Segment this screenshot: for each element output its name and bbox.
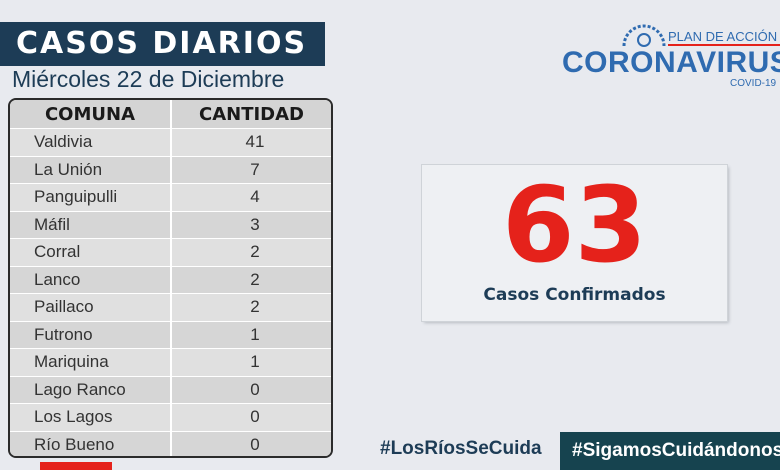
comuna: Paillaco — [34, 297, 94, 316]
header-divider — [170, 100, 172, 128]
row-divider — [170, 404, 172, 431]
row-divider — [170, 321, 172, 348]
comuna: Máfil — [34, 214, 70, 234]
comuna: La Unión — [34, 159, 103, 179]
comuna: Corral — [34, 242, 81, 261]
row-divider — [170, 349, 172, 376]
row-divider — [170, 156, 172, 183]
table-row: Valdivia 41 — [10, 128, 331, 156]
comuna: Lanco — [34, 269, 81, 289]
table-row: Los Lagos 0 — [10, 403, 331, 431]
logo-name: CORONAVIRUS — [562, 46, 780, 79]
cantidad: 1 — [250, 324, 260, 344]
row-divider — [170, 211, 172, 238]
table: COMUNA CANTIDAD Valdivia 41 La Unión 7 Pangu… — [8, 98, 333, 458]
subtitle: Miércoles 22 de Diciembre — [12, 66, 285, 92]
logo-icon — [622, 24, 666, 47]
cantidad: 3 — [250, 214, 260, 234]
row-divider — [170, 239, 172, 266]
table-row: Lanco 2 — [10, 265, 331, 293]
logo-line — [668, 44, 780, 46]
total-cases: 63 — [502, 164, 647, 286]
comuna: Lago Ranco — [34, 379, 126, 399]
comuna: Los Lagos — [34, 407, 113, 426]
row-divider — [170, 184, 172, 211]
comuna: Panguipulli — [34, 187, 118, 206]
row-divider — [170, 431, 172, 456]
cantidad: 0 — [250, 434, 260, 454]
table-row: Máfil 3 — [10, 210, 331, 238]
cantidad: 41 — [245, 132, 265, 151]
hashtag-banner: #SigamosCuidándonos — [560, 432, 780, 470]
cantidad: 2 — [250, 297, 260, 316]
comuna: Valdivia — [34, 132, 93, 151]
table-row: Paillaco 2 — [10, 293, 331, 321]
column-header: COMUNA — [10, 100, 170, 128]
cantidad: 1 — [250, 352, 260, 371]
table-row: Lago Ranco 0 — [10, 375, 331, 403]
accent-bar — [40, 462, 112, 470]
logo-sub: COVID-19 — [730, 78, 777, 89]
summary-box: 63 Casos Confirmados — [422, 165, 727, 321]
table-row: Panguipulli 4 — [10, 183, 331, 211]
cantidad: 2 — [250, 242, 260, 261]
comuna: Futrono — [34, 324, 93, 344]
hashtag: #LosRíosSeCuida — [380, 438, 542, 459]
total-label: Casos Confirmados — [483, 285, 666, 305]
table-row: Mariquina 1 — [10, 348, 331, 376]
column-header: CANTIDAD — [172, 100, 331, 128]
cantidad: 4 — [250, 187, 260, 206]
row-divider — [170, 129, 172, 156]
cantidad: 7 — [250, 159, 260, 179]
cantidad: 2 — [250, 269, 260, 289]
row-divider — [170, 294, 172, 321]
table-row: La Unión 7 — [10, 155, 331, 183]
table-row: Futrono 1 — [10, 320, 331, 348]
logo-tagline: PLAN DE ACCIÓN — [668, 29, 778, 44]
table-row: Río Bueno 0 — [10, 430, 331, 456]
row-divider — [170, 266, 172, 293]
cantidad: 0 — [250, 407, 260, 426]
title-banner: CASOS DIARIOS — [0, 22, 325, 66]
cantidad: 0 — [250, 379, 260, 399]
row-divider — [170, 376, 172, 403]
comuna: Río Bueno — [34, 434, 115, 454]
table-row: Corral 2 — [10, 238, 331, 266]
comuna: Mariquina — [34, 352, 109, 371]
